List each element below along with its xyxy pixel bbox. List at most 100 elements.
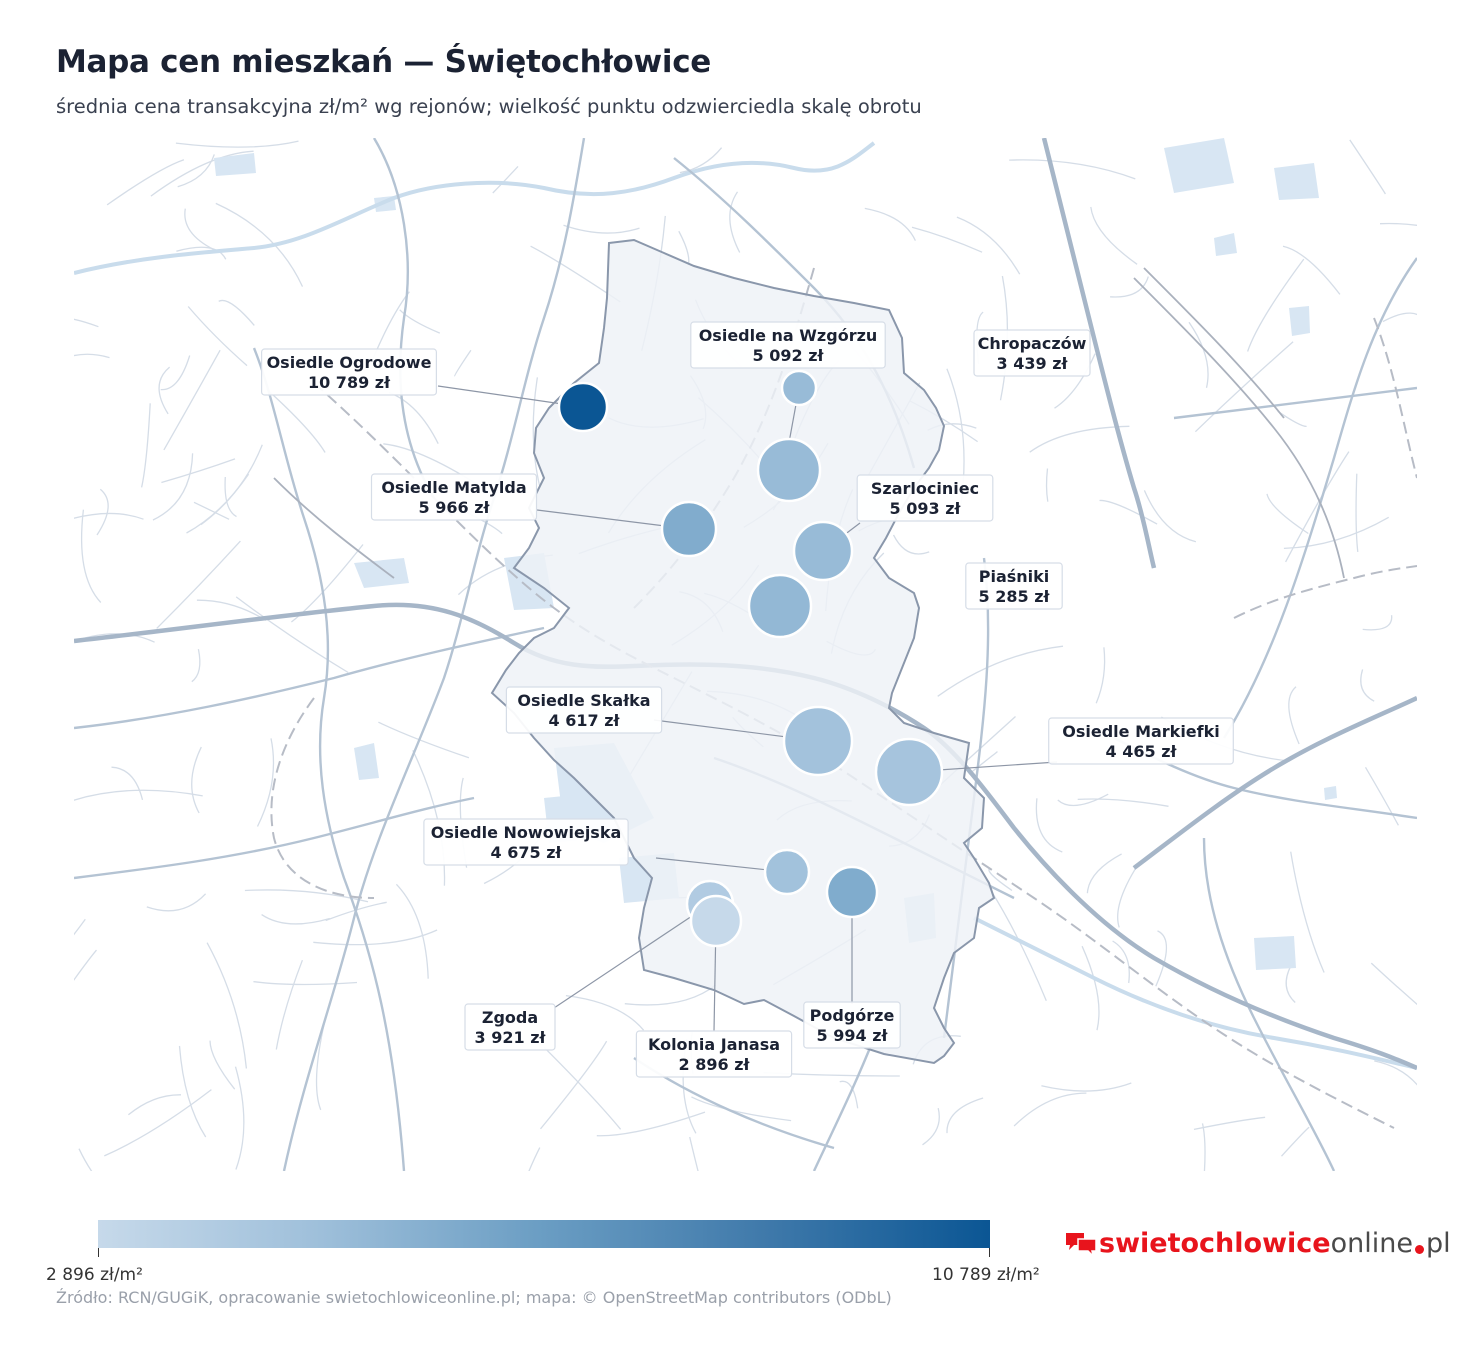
minor-road (453, 349, 472, 377)
minor-road (689, 1136, 699, 1171)
brand-name-part1: swietochlowice (1099, 1228, 1331, 1259)
district-name: Szarlociniec (871, 479, 979, 498)
price-point[interactable] (763, 848, 811, 896)
minor-road (178, 1045, 207, 1138)
price-point[interactable] (747, 573, 813, 639)
minor-road (187, 306, 248, 367)
minor-road (1379, 222, 1417, 227)
minor-road (1143, 490, 1197, 543)
minor-road (839, 1080, 859, 1109)
brand-name-part3: pl (1425, 1228, 1451, 1259)
minor-road (163, 349, 221, 451)
minor-road (1290, 851, 1325, 973)
minor-road (1086, 853, 1122, 894)
minor-road (1285, 964, 1296, 1003)
district-name: Osiedle Matylda (381, 478, 526, 497)
minor-road (892, 534, 930, 555)
price-point[interactable] (792, 520, 854, 582)
label-box (1048, 717, 1234, 765)
minor-road (176, 246, 227, 260)
minor-road (175, 140, 299, 148)
minor-road (74, 318, 99, 328)
minor-road (1355, 473, 1359, 552)
label-box (370, 473, 538, 521)
minor-road (161, 458, 236, 484)
minor-road (543, 1046, 622, 1130)
price-points (557, 369, 944, 948)
minor-road (244, 889, 369, 903)
minor-road (209, 1040, 236, 1090)
minor-road (1360, 669, 1375, 702)
district-price: 5 966 zł (419, 498, 491, 517)
minor-road (1045, 468, 1049, 502)
page-title: Mapa cen mieszkań — Świętochłowice (56, 44, 712, 80)
brand-logo[interactable]: swietochlowice online pl (1066, 1228, 1451, 1259)
minor-road (156, 540, 241, 629)
minor-road (1266, 493, 1309, 535)
minor-road (160, 355, 191, 391)
minor-road (395, 883, 429, 979)
district-price: 5 285 zł (979, 587, 1051, 606)
label-box (973, 329, 1091, 377)
minor-road (1188, 321, 1209, 388)
minor-road (1194, 341, 1294, 433)
minor-road (315, 1021, 326, 1111)
minor-road (1041, 1082, 1132, 1092)
minor-road (539, 1040, 608, 1130)
brand-name-part2: online (1330, 1228, 1413, 1259)
minor-road (1095, 647, 1106, 704)
minor-road (140, 403, 151, 488)
minor-road (968, 751, 998, 775)
price-point[interactable] (689, 894, 743, 948)
minor-road (127, 1094, 182, 1116)
price-point[interactable] (780, 369, 818, 407)
minor-road (96, 488, 109, 536)
leader-line (553, 903, 711, 1009)
district-price: 3 439 zł (997, 354, 1069, 373)
price-point[interactable] (874, 737, 944, 807)
minor-road (1009, 159, 1136, 180)
minor-road (1349, 139, 1386, 195)
colorbar-max-label: 10 789 zł/m² (932, 1265, 1040, 1285)
railway-lines (273, 267, 1345, 579)
label-box (261, 348, 438, 396)
minor-road (78, 1148, 93, 1171)
district-name: Osiedle Skałka (517, 691, 650, 710)
minor-road (106, 159, 185, 206)
minor-road (80, 509, 102, 603)
minor-road (146, 893, 207, 912)
minor-road (152, 453, 194, 521)
source-note: Źródło: RCN/GUGiK, opracowanie swietochl… (56, 1288, 892, 1307)
minor-road (111, 766, 144, 801)
district-name: Piaśniki (979, 567, 1050, 586)
minor-road (206, 942, 248, 1069)
minor-road (215, 202, 304, 287)
district-price: 3 921 zł (475, 1028, 547, 1047)
district-name: Kolonia Janasa (648, 1035, 780, 1054)
minor-road (1112, 940, 1130, 984)
price-point[interactable] (825, 865, 879, 919)
minor-road (256, 738, 275, 827)
price-point[interactable] (557, 381, 609, 433)
minor-road (492, 165, 519, 194)
minor-road (1246, 258, 1305, 352)
minor-road (399, 309, 441, 334)
minor-road (532, 377, 541, 489)
price-point[interactable] (660, 500, 718, 558)
district-name: Osiedle Nowowiejska (431, 823, 622, 842)
minor-road (729, 191, 741, 253)
minor-road (679, 147, 723, 174)
price-point[interactable] (782, 705, 854, 777)
minor-road (1374, 1060, 1417, 1086)
label-box (505, 686, 663, 734)
minor-road (235, 596, 349, 674)
label-box (690, 321, 886, 369)
price-point[interactable] (756, 437, 822, 503)
